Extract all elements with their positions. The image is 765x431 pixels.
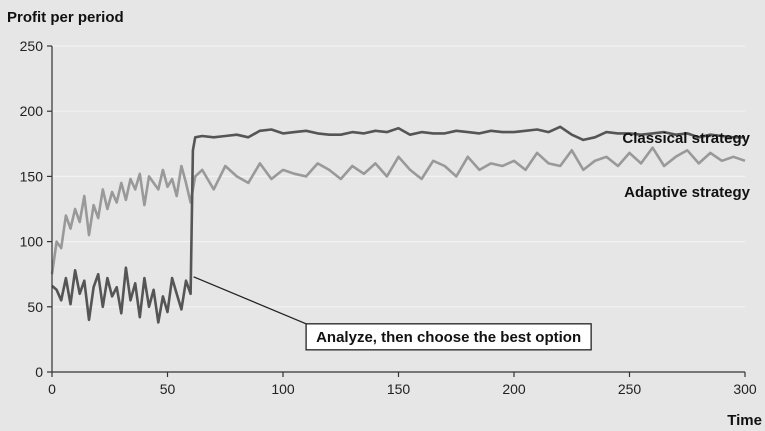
x-axis-title: Time <box>727 412 762 429</box>
series-label-classical: Classical strategy <box>622 130 750 147</box>
annotation: Analyze, then choose the best option <box>193 276 592 351</box>
y-axis-title: Profit per period <box>7 9 124 26</box>
annotation-text: Analyze, then choose the best option <box>316 329 581 346</box>
x-tick-label: 250 <box>618 381 642 397</box>
y-tick-label: 50 <box>27 299 43 315</box>
series-line <box>50 146 746 275</box>
grid-lines <box>52 45 745 308</box>
x-tick-label: 200 <box>502 381 526 397</box>
axes <box>51 46 745 373</box>
y-tick-label: 0 <box>35 364 43 380</box>
x-tick-label: 100 <box>271 381 295 397</box>
series-line <box>51 125 745 324</box>
x-tick-label: 50 <box>160 381 176 397</box>
y-tick-label: 150 <box>20 168 44 184</box>
tick-labels: 0 50 100 150 200 250 0 50 100 150 200 250 300 <box>20 38 757 397</box>
series-label-adaptive: Adaptive strategy <box>624 184 751 201</box>
y-tick-label: 100 <box>20 234 44 250</box>
y-tick-label: 250 <box>20 38 44 54</box>
annotation-box <box>305 323 592 351</box>
x-tick-label: 150 <box>387 381 411 397</box>
y-tick-label: 200 <box>20 103 44 119</box>
annotation-leader-line <box>193 276 307 325</box>
x-tick-label: 0 <box>48 381 56 397</box>
series-layer <box>50 125 746 324</box>
x-tick-label: 300 <box>733 381 757 397</box>
